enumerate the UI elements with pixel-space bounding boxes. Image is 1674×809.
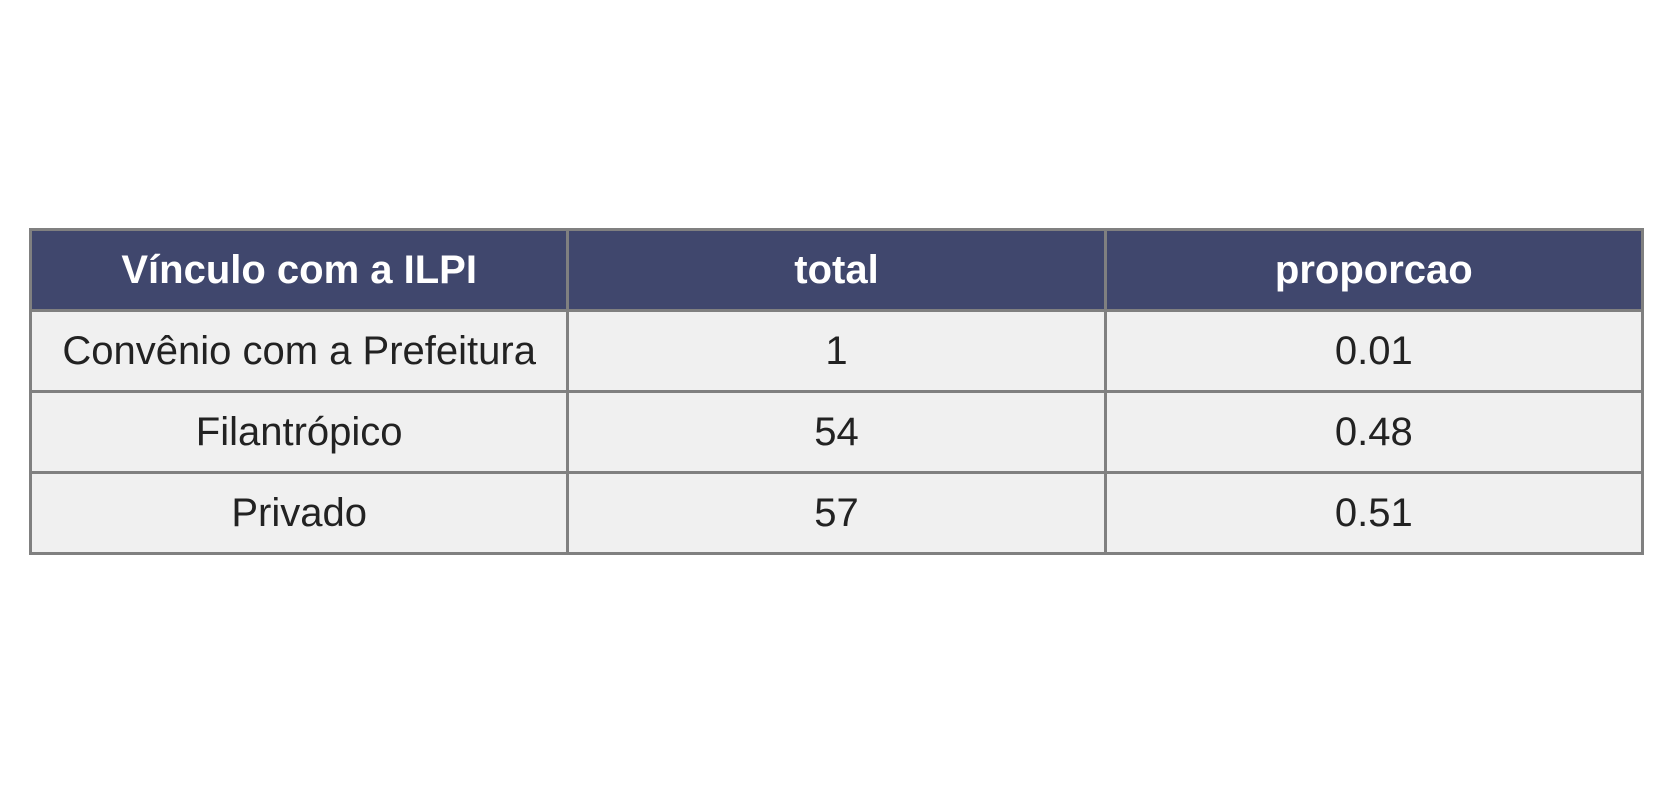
table-cell-proporcao: 0.48 — [1103, 390, 1645, 474]
table-cell-proporcao: 0.51 — [1103, 471, 1645, 555]
table-row: Convênio com a Prefeitura 1 0.01 — [28, 309, 1645, 393]
table-header-row: Vínculo com a ILPI total proporcao — [28, 228, 1645, 312]
table-cell-proporcao: 0.01 — [1103, 309, 1645, 393]
table-cell-total: 54 — [566, 390, 1107, 474]
table-cell-vinculo: Privado — [28, 471, 570, 555]
table-cell-vinculo: Filantrópico — [28, 390, 570, 474]
table-cell-total: 57 — [566, 471, 1107, 555]
table-row: Filantrópico 54 0.48 — [28, 390, 1645, 474]
column-header-vinculo: Vínculo com a ILPI — [28, 228, 570, 312]
table-row: Privado 57 0.51 — [28, 471, 1645, 555]
table-cell-vinculo: Convênio com a Prefeitura — [28, 309, 570, 393]
data-table: Vínculo com a ILPI total proporcao Convê… — [28, 228, 1645, 555]
column-header-proporcao: proporcao — [1103, 228, 1645, 312]
column-header-total: total — [566, 228, 1107, 312]
data-table-container: Vínculo com a ILPI total proporcao Convê… — [28, 228, 1645, 555]
table-cell-total: 1 — [566, 309, 1107, 393]
